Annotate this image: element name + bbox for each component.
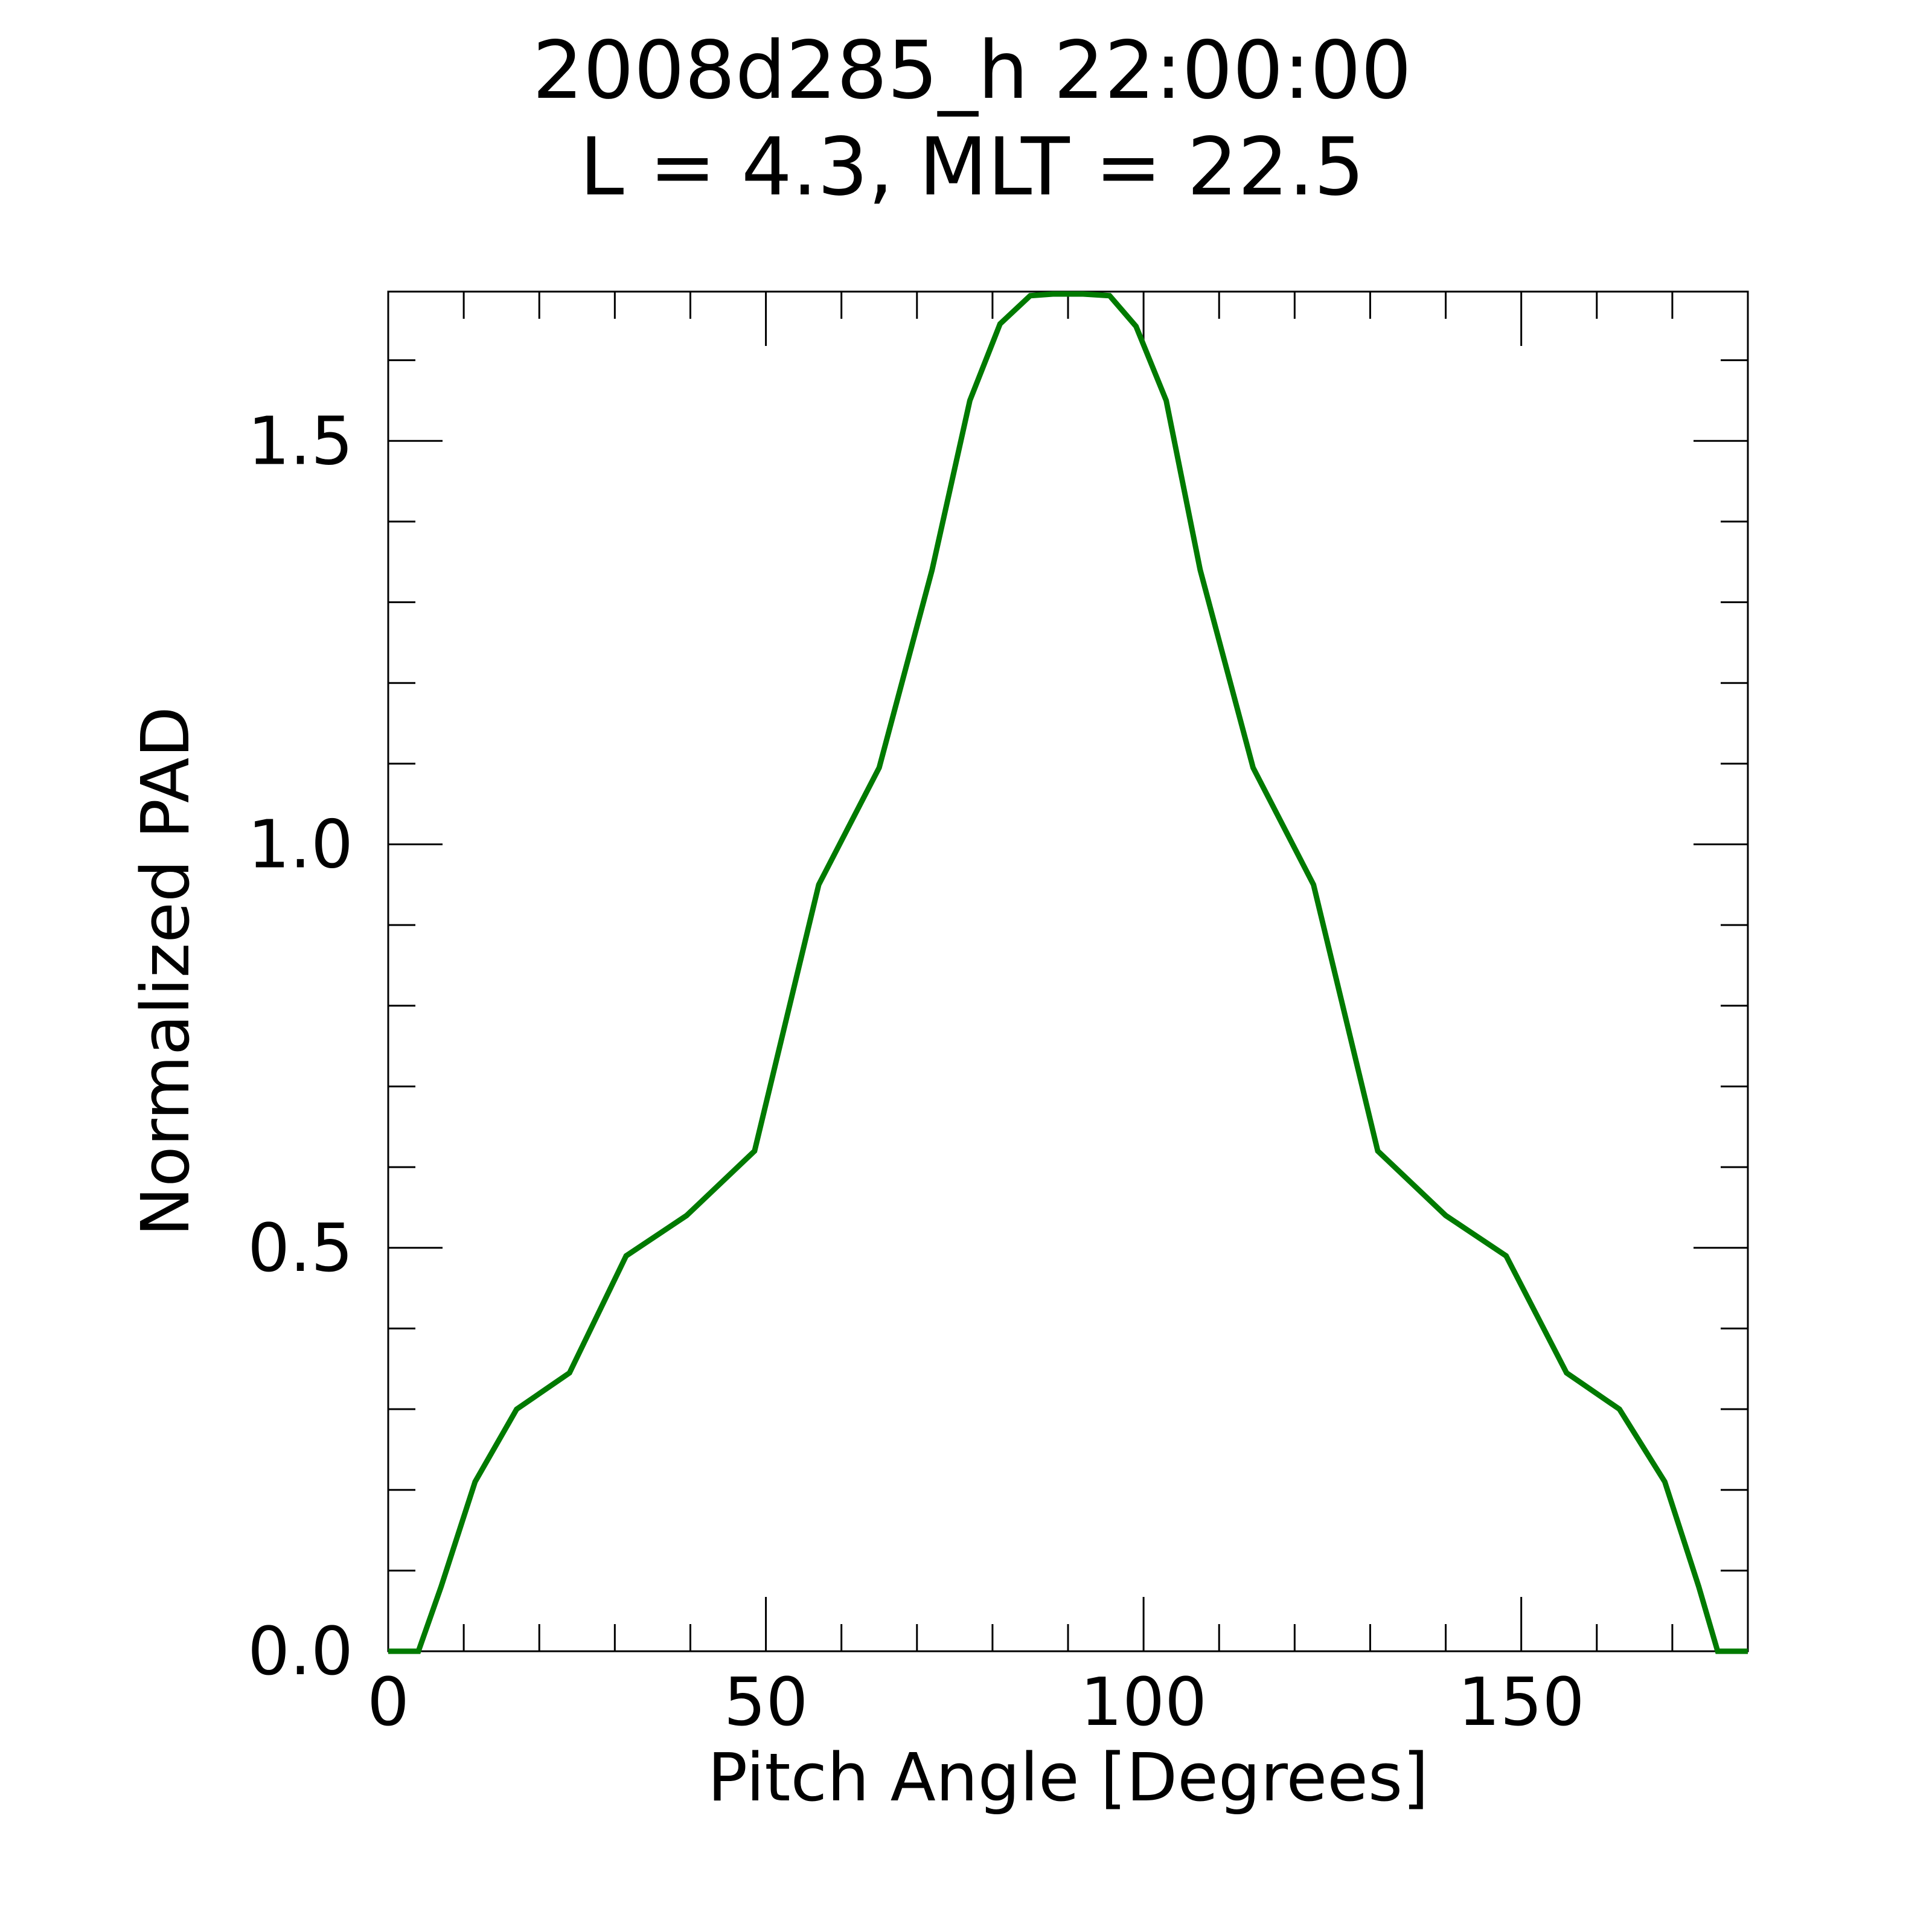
y-tick-label: 0.0: [248, 1613, 353, 1690]
series-line-0: [388, 291, 1748, 1654]
x-axis-label: Pitch Angle [Degrees]: [708, 1739, 1428, 1816]
x-tick-label: 150: [1458, 1663, 1585, 1741]
plot-frame: [387, 290, 1749, 1652]
y-axis-label: Normalized PAD: [127, 706, 204, 1236]
y-tick-label: 1.0: [248, 806, 353, 883]
axis-ticks: [387, 292, 1749, 1652]
x-tick-label: 0: [367, 1663, 409, 1741]
chart-title-line-1: 2008d285_h 22:00:00: [533, 24, 1412, 117]
y-tick-label: 0.5: [248, 1209, 353, 1287]
tick-labels: 0 50 100 150 0.0 0.5 1.0 1.5: [248, 402, 1585, 1741]
x-tick-label: 50: [724, 1663, 808, 1741]
chart-title-line-2: L = 4.3, MLT = 22.5: [580, 121, 1364, 214]
series-group: [388, 291, 1748, 1654]
y-tick-label: 1.5: [248, 402, 353, 479]
x-tick-label: 100: [1080, 1663, 1207, 1741]
